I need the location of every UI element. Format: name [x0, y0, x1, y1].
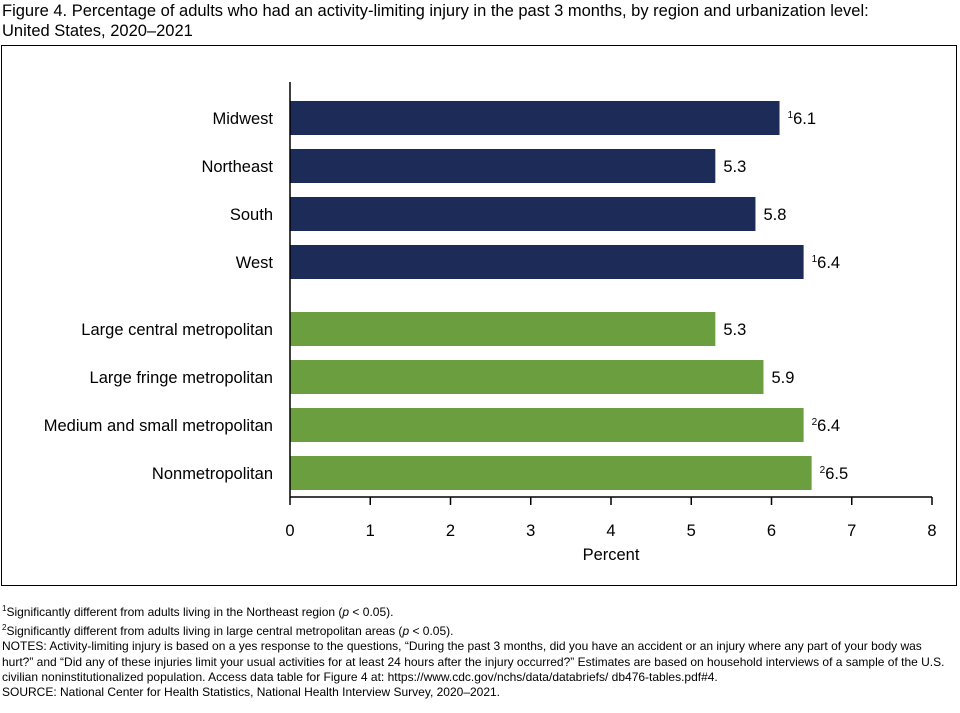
category-label: South	[230, 206, 273, 224]
data-label: 16.4	[812, 254, 841, 272]
footnote-2: 2Significantly different from adults liv…	[2, 623, 454, 639]
category-label: West	[236, 254, 274, 272]
x-tick-label: 0	[285, 522, 294, 540]
bar	[290, 456, 812, 490]
source-text: SOURCE: National Center for Health Stati…	[2, 685, 501, 700]
data-label: 5.3	[723, 158, 746, 176]
x-tick-label: 5	[687, 522, 696, 540]
bar	[290, 408, 804, 442]
bar	[290, 149, 716, 183]
x-tick-label: 7	[847, 522, 856, 540]
x-tick-label: 8	[927, 522, 936, 540]
category-label: Midwest	[212, 110, 273, 128]
data-label: 26.4	[812, 417, 841, 435]
title-line-1: Figure 4. Percentage of adults who had a…	[2, 2, 869, 20]
category-label: Medium and small metropolitan	[44, 417, 273, 435]
footnotes: 1Significantly different from adults liv…	[2, 601, 952, 700]
x-tick-label: 4	[606, 522, 615, 540]
x-tick-label: 6	[767, 522, 776, 540]
data-label: 26.5	[820, 465, 849, 483]
footnote-1: 1Significantly different from adults liv…	[2, 604, 394, 619]
data-label: 16.1	[788, 110, 817, 128]
x-tick-label: 3	[526, 522, 535, 540]
bar-chart: Midwest 16.1 Northeast 5.3 South 5.8 West 16.4 L…	[44, 82, 937, 564]
x-tick-label: 2	[446, 522, 455, 540]
x-axis-title: Percent	[583, 546, 640, 564]
chart-frame	[1, 45, 957, 586]
bar	[290, 312, 716, 346]
category-label: Large central metropolitan	[81, 321, 273, 339]
bar	[290, 101, 780, 135]
notes-text: NOTES: Activity-limiting injury is based…	[2, 639, 945, 684]
bar	[290, 360, 764, 394]
bar	[290, 245, 804, 279]
figure-title: Figure 4. Percentage of adults who had a…	[2, 1, 957, 41]
category-label: Large fringe metropolitan	[90, 369, 273, 387]
category-label: Northeast	[201, 158, 273, 176]
category-label: Nonmetropolitan	[152, 465, 273, 483]
data-label: 5.3	[723, 321, 746, 339]
title-line-2: United States, 2020–2021	[2, 22, 193, 40]
data-label: 5.8	[763, 206, 786, 224]
data-label: 5.9	[771, 369, 794, 387]
x-tick-label: 1	[366, 522, 375, 540]
bar	[290, 197, 756, 231]
